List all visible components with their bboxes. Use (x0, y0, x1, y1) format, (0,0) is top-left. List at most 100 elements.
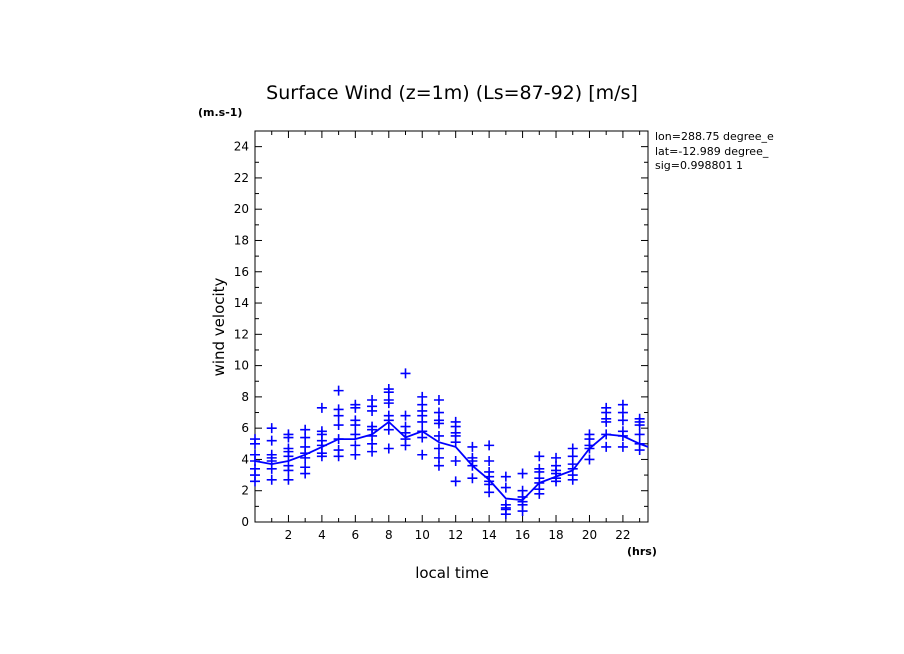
wind-sample-point (283, 474, 294, 485)
wind-sample-point (617, 441, 628, 452)
wind-sample-point (383, 410, 394, 421)
wind-sample-point (433, 395, 444, 406)
wind-sample-point (400, 410, 411, 421)
wind-sample-point (333, 404, 344, 415)
wind-sample-point (266, 449, 277, 460)
wind-sample-point (300, 462, 311, 473)
wind-sample-point (567, 443, 578, 454)
x-tick-label: 6 (352, 528, 360, 542)
y-tick-label: 18 (234, 233, 249, 247)
x-tick-label: 22 (615, 528, 630, 542)
x-tick-label: 2 (285, 528, 293, 542)
y-tick-label: 6 (241, 421, 249, 435)
wind-sample-point (484, 440, 495, 451)
wind-sample-point (417, 426, 428, 437)
x-tick-label: 12 (448, 528, 463, 542)
y-tick-label: 10 (234, 359, 249, 373)
wind-sample-point (383, 443, 394, 454)
wind-sample-point (417, 391, 428, 402)
y-axis-label: wind velocity (210, 277, 228, 376)
wind-sample-point (300, 424, 311, 435)
wind-sample-point (266, 435, 277, 446)
wind-sample-point (316, 426, 327, 437)
wind-sample-point (534, 463, 545, 474)
wind-sample-point (467, 473, 478, 484)
x-tick-label: 4 (318, 528, 326, 542)
wind-sample-point (250, 434, 260, 445)
wind-sample-point (450, 416, 461, 427)
wind-sample-point (383, 424, 394, 435)
wind-sample-point (634, 438, 645, 449)
chart-title: Surface Wind (z=1m) (Ls=87-92) [m/s] (266, 82, 638, 104)
y-tick-label: 0 (241, 515, 249, 529)
x-tick-label: 20 (582, 528, 597, 542)
wind-sample-point (367, 421, 378, 432)
wind-sample-point (283, 429, 294, 440)
y-tick-label: 24 (234, 140, 249, 154)
wind-sample-point (467, 452, 478, 463)
x-tick-label: 8 (385, 528, 393, 542)
wind-sample-point (500, 471, 511, 482)
wind-sample-point (400, 368, 411, 379)
y-tick-label: 16 (234, 265, 249, 279)
wind-sample-point (400, 421, 411, 432)
wind-sample-point (333, 434, 344, 445)
wind-sample-point (500, 482, 511, 493)
wind-sample-point (350, 415, 361, 426)
wind-sample-point (584, 429, 595, 440)
info-sig: sig=0.998801 1 (655, 159, 743, 172)
wind-sample-point (517, 468, 528, 479)
x-tick-label: 16 (515, 528, 530, 542)
wind-sample-point (250, 449, 260, 460)
info-lat: lat=-12.989 degree_ (655, 145, 769, 158)
wind-sample-point (484, 466, 495, 477)
y-tick-label: 14 (234, 296, 249, 310)
wind-sample-point (433, 452, 444, 463)
wind-sample-point (517, 485, 528, 496)
x-tick-label: 18 (548, 528, 563, 542)
wind-sample-point (417, 449, 428, 460)
y-tick-label: 8 (241, 390, 249, 404)
y-tick-label: 22 (234, 171, 249, 185)
wind-sample-point (551, 452, 562, 463)
wind-sample-point (316, 402, 327, 413)
y-units-label: (m.s-1) (198, 106, 242, 119)
wind-sample-point (367, 395, 378, 406)
wind-sample-point (350, 399, 361, 410)
wind-sample-point (266, 474, 277, 485)
wind-sample-point (634, 429, 645, 440)
x-tick-label: 14 (481, 528, 496, 542)
x-units-label: (hrs) (627, 545, 657, 558)
wind-sample-point (584, 454, 595, 465)
wind-sample-point (350, 440, 361, 451)
wind-sample-point (467, 441, 478, 452)
wind-sample-point (383, 384, 394, 395)
y-tick-label: 20 (234, 202, 249, 216)
wind-sample-point (601, 429, 612, 440)
wind-sample-point (433, 443, 444, 454)
wind-sample-point (433, 430, 444, 441)
y-tick-label: 12 (234, 327, 249, 341)
info-lon: lon=288.75 degree_e (655, 130, 774, 143)
wind-sample-point (333, 445, 344, 456)
wind-sample-point (333, 385, 344, 396)
y-tick-label: 4 (241, 452, 249, 466)
wind-sample-point (601, 441, 612, 452)
wind-sample-point (283, 460, 294, 471)
wind-sample-point (534, 451, 545, 462)
wind-sample-point (484, 456, 495, 467)
wind-sample-point (634, 413, 645, 424)
plot-frame (254, 130, 649, 523)
wind-sample-point (450, 456, 461, 467)
wind-sample-point (333, 420, 344, 431)
wind-sample-point (617, 426, 628, 437)
wind-sample-point (617, 399, 628, 410)
wind-sample-point (450, 476, 461, 487)
wind-sample-point (350, 449, 361, 460)
wind-sample-point (283, 443, 294, 454)
wind-sample-point (601, 402, 612, 413)
wind-sample-point (300, 441, 311, 452)
